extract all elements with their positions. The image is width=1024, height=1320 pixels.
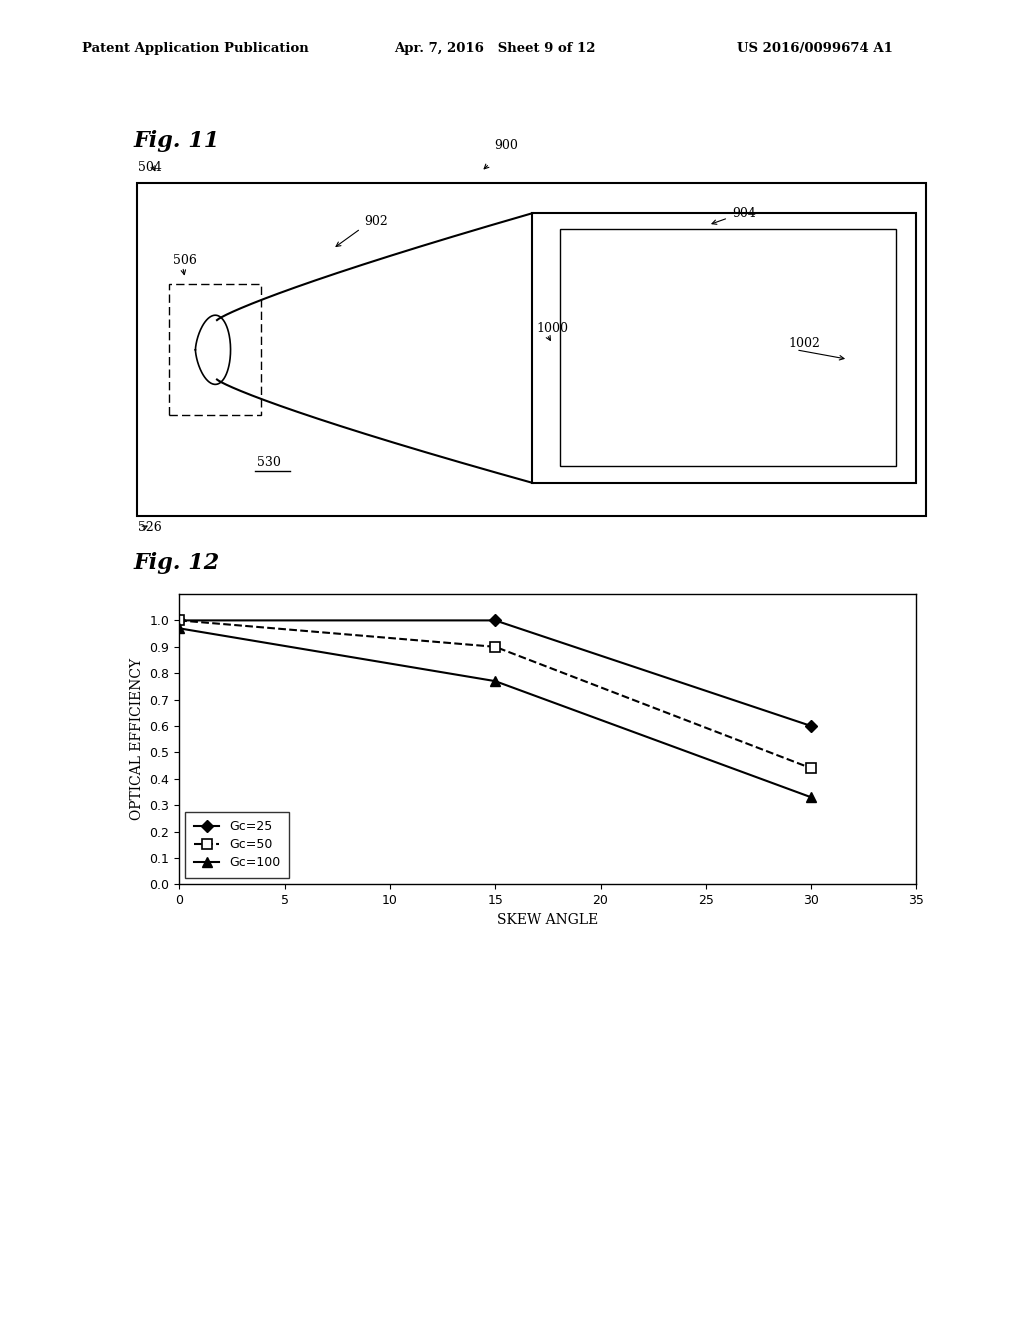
Gc=100: [173, 620, 185, 636]
Text: Fig. 11: Fig. 11: [133, 129, 219, 152]
Gc=50: [805, 760, 817, 776]
Text: 506: 506: [173, 255, 197, 267]
Bar: [532, 213, 915, 483]
Text: Fig. 12: Fig. 12: [133, 552, 219, 574]
Text: 526: 526: [138, 520, 162, 533]
Line: Gc=100: Gc=100: [174, 623, 816, 803]
Gc=100: [489, 673, 502, 689]
X-axis label: SKEW ANGLE: SKEW ANGLE: [498, 912, 598, 927]
Gc=25: [173, 612, 185, 628]
Text: 904: 904: [732, 207, 756, 219]
Gc=50: [489, 639, 502, 655]
Text: 1002: 1002: [788, 338, 820, 350]
Text: 1000: 1000: [537, 322, 568, 335]
Bar: [169, 285, 261, 414]
Legend: Gc=25, Gc=50, Gc=100: Gc=25, Gc=50, Gc=100: [185, 812, 289, 878]
Line: Gc=25: Gc=25: [175, 616, 815, 730]
Gc=25: [805, 718, 817, 734]
Gc=50: [173, 612, 185, 628]
Text: 902: 902: [365, 215, 388, 228]
Bar: [560, 228, 896, 466]
Text: US 2016/0099674 A1: US 2016/0099674 A1: [737, 42, 893, 55]
Gc=100: [805, 789, 817, 805]
Y-axis label: OPTICAL EFFICIENCY: OPTICAL EFFICIENCY: [130, 659, 144, 820]
Gc=25: [489, 612, 502, 628]
Text: Patent Application Publication: Patent Application Publication: [82, 42, 308, 55]
Text: 900: 900: [495, 139, 518, 152]
Line: Gc=50: Gc=50: [174, 615, 816, 774]
Text: Apr. 7, 2016   Sheet 9 of 12: Apr. 7, 2016 Sheet 9 of 12: [394, 42, 596, 55]
Text: 530: 530: [257, 457, 281, 469]
Text: 504: 504: [138, 161, 162, 174]
